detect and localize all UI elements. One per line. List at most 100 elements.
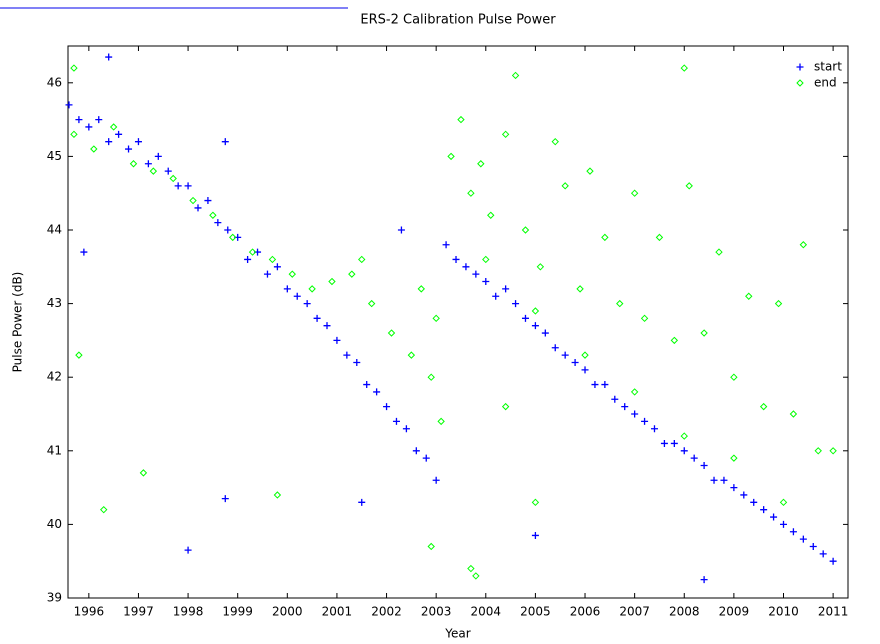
data-point [690, 454, 698, 462]
data-point [273, 491, 282, 499]
data-point [501, 130, 510, 139]
x-tick-label: 2004 [471, 605, 502, 619]
data-point [759, 402, 768, 411]
data-point [214, 219, 222, 227]
data-point [75, 116, 83, 124]
data-point [224, 226, 232, 234]
data-point [189, 196, 197, 205]
data-point [531, 531, 539, 539]
data-point [244, 255, 252, 263]
data-point [125, 145, 133, 153]
data-point [95, 116, 103, 124]
data-point [427, 373, 435, 381]
data-point [730, 484, 738, 492]
data-point [501, 402, 510, 411]
data-point [169, 174, 177, 183]
data-point [85, 123, 93, 131]
legend: start end [814, 60, 842, 90]
data-point [472, 572, 480, 580]
data-point [720, 476, 728, 484]
data-point [715, 248, 723, 256]
data-point [194, 204, 202, 212]
data-point [358, 255, 366, 264]
x-tick-label: 2002 [371, 605, 402, 619]
data-point [283, 285, 291, 293]
y-tick-label: 46 [47, 75, 62, 89]
x-tick-label: 2009 [719, 605, 750, 619]
data-point [670, 336, 679, 345]
data-point [660, 439, 668, 447]
data-point [680, 447, 688, 455]
data-point [437, 417, 445, 426]
data-point [531, 498, 540, 507]
y-tick-label: 40 [47, 517, 62, 531]
data-point [313, 314, 321, 322]
data-point [745, 292, 753, 300]
data-point [149, 167, 158, 175]
data-point [373, 388, 381, 396]
plot-frame [67, 45, 849, 599]
data-point [432, 314, 440, 323]
data-point [774, 299, 783, 308]
data-point [442, 241, 450, 249]
data-point [105, 53, 113, 61]
data-point [105, 138, 113, 146]
data-point [333, 336, 341, 344]
data-point [710, 476, 718, 484]
x-tick-label: 2007 [619, 605, 650, 619]
data-point [204, 197, 212, 205]
data-point [760, 506, 768, 514]
data-point [387, 329, 396, 337]
data-point [571, 358, 579, 366]
data-point [343, 351, 351, 359]
x-tick-label: 2005 [520, 605, 551, 619]
data-point [809, 542, 817, 550]
data-point [268, 255, 277, 264]
data-point [412, 447, 420, 455]
data-point [353, 358, 361, 366]
data-point [740, 491, 748, 499]
data-point [685, 182, 693, 190]
data-point [616, 299, 624, 308]
data-point [417, 285, 425, 293]
data-point [630, 388, 639, 396]
data-point [482, 255, 490, 264]
data-point [601, 381, 609, 389]
data-point [487, 211, 495, 219]
data-point [586, 167, 594, 175]
data-point [65, 101, 73, 109]
data-point [70, 64, 78, 72]
data-point [581, 351, 589, 359]
data-point [581, 366, 589, 374]
data-point [397, 226, 405, 234]
data-point [551, 344, 559, 352]
data-point [551, 137, 559, 146]
data-point [100, 505, 108, 514]
data-point [109, 123, 118, 131]
data-point [492, 292, 500, 300]
data-point [829, 447, 837, 455]
y-axis-label: Pulse Power (dB) [11, 272, 25, 373]
data-point [184, 182, 192, 190]
data-point [263, 270, 271, 278]
data-point [221, 138, 229, 146]
x-tick-label: 2008 [669, 605, 700, 619]
data-point [700, 462, 708, 470]
x-tick-label: 1998 [173, 605, 204, 619]
data-point [367, 299, 376, 308]
data-point [630, 189, 639, 197]
data-point [348, 270, 356, 278]
data-point [221, 495, 229, 503]
data-point [422, 454, 430, 462]
data-point [511, 71, 520, 80]
data-point [521, 226, 530, 234]
data-point [670, 439, 678, 447]
data-point [621, 403, 629, 411]
data-point [601, 233, 609, 242]
data-point [209, 211, 217, 219]
x-tick-label: 1999 [222, 605, 253, 619]
x-tick-label: 2006 [570, 605, 601, 619]
y-tick-label: 45 [47, 149, 62, 163]
data-point [288, 270, 296, 278]
